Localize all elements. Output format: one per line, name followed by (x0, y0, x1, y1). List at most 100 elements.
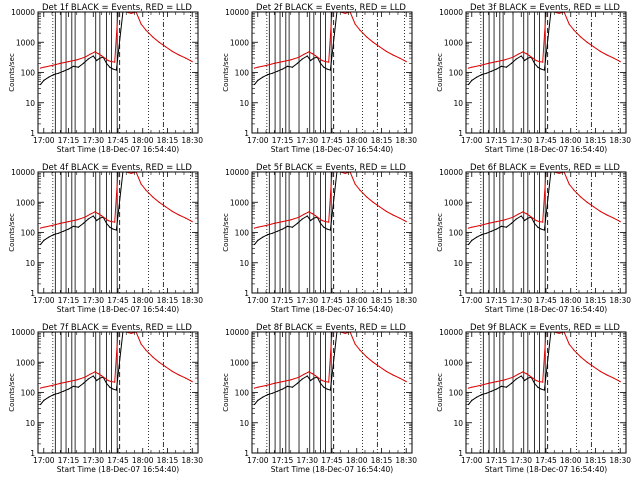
data-point-lld (471, 66, 473, 68)
data-point-lld (318, 377, 320, 379)
data-point-lld (298, 56, 300, 58)
plot-frame (465, 331, 627, 454)
data-point-events (323, 226, 325, 228)
data-point-events (510, 222, 512, 224)
data-point-lld (613, 217, 615, 219)
y-tick-label: 10 (239, 419, 249, 428)
data-point-lld (405, 61, 407, 63)
plot-area (39, 172, 193, 293)
data-point-lld (324, 61, 326, 63)
x-axis-label: Start Time (18-Dec-07 16:54:40) (485, 465, 607, 474)
x-tick-label: 18:00 (132, 456, 154, 465)
data-point-events (515, 218, 517, 220)
x-tick-label: 18:15 (371, 136, 393, 145)
y-axis-label: Counts/sec (222, 53, 230, 92)
series-line-events (40, 172, 189, 245)
data-point-lld (593, 46, 595, 48)
x-tick-label: 18:00 (346, 296, 368, 305)
y-tick-label: 1000 (16, 38, 35, 47)
x-axis-label: Start Time (18-Dec-07 16:54:40) (57, 305, 179, 314)
series-line-lld (468, 12, 621, 69)
data-point-lld (100, 375, 103, 377)
data-point-events (527, 377, 529, 379)
x-axis-label: Start Time (18-Dec-07 16:54:40) (57, 465, 179, 474)
data-point-lld (130, 12, 132, 14)
data-point-lld (471, 386, 473, 388)
y-tick-label: 100 (449, 389, 464, 398)
data-point-events (82, 222, 84, 224)
data-point-lld (165, 206, 167, 208)
x-tick-label: 17:15 (486, 296, 508, 305)
data-point-events (537, 386, 539, 388)
data-point-events (310, 59, 312, 62)
x-tick-label: 17:45 (321, 136, 343, 145)
data-point-lld (535, 59, 537, 62)
data-point-events (92, 55, 94, 57)
data-point-lld (613, 377, 615, 379)
data-point-lld (354, 23, 356, 25)
data-point-lld (467, 387, 470, 389)
data-point-lld (385, 370, 387, 372)
data-point-events (67, 228, 70, 230)
data-point-lld (366, 196, 368, 198)
data-point-lld (84, 216, 86, 218)
y-tick-label: 10000 (11, 8, 35, 17)
x-axis-label: Start Time (18-Dec-07 16:54:40) (485, 305, 607, 314)
data-point-lld (84, 56, 86, 58)
y-tick-label: 1000 (444, 358, 463, 367)
plot-area (39, 12, 193, 133)
y-axis-label: Counts/sec (436, 53, 444, 92)
data-point-lld (110, 61, 112, 63)
data-point-events (476, 396, 478, 398)
x-tick-label: 18:00 (346, 136, 368, 145)
data-point-events (43, 239, 45, 241)
x-tick-label: 17:30 (510, 456, 532, 465)
data-point-lld (372, 41, 374, 43)
data-point-events (500, 65, 503, 67)
data-point-events (296, 382, 298, 384)
y-tick-label: 1 (244, 129, 249, 138)
data-point-events (515, 378, 517, 380)
data-point-lld (359, 29, 361, 31)
y-tick-label: 1000 (444, 38, 463, 47)
y-tick-label: 10000 (11, 328, 35, 337)
data-point-events (326, 388, 328, 390)
data-point-events (481, 394, 483, 396)
data-point-lld (379, 206, 381, 208)
x-tick-label: 18:15 (157, 456, 179, 465)
data-point-events (291, 386, 293, 388)
data-point-lld (535, 219, 537, 222)
data-point-lld (532, 377, 534, 379)
data-point-events (486, 392, 488, 394)
data-point-lld (399, 57, 401, 59)
panel-title: Det 5f BLACK = Events, RED = LLD (256, 163, 406, 173)
data-point-events (82, 62, 84, 64)
data-point-lld (76, 59, 78, 61)
series-line-events (468, 172, 617, 245)
y-tick-label: 1000 (230, 38, 249, 47)
x-tick-label: 17:45 (107, 456, 129, 465)
data-point-events (301, 218, 303, 220)
data-point-lld (171, 50, 173, 53)
series-line-events (40, 332, 189, 405)
y-tick-label: 10 (453, 99, 463, 108)
panel-title: Det 7f BLACK = Events, RED = LLD (42, 323, 192, 333)
x-axis-label: Start Time (18-Dec-07 16:54:40) (271, 465, 393, 474)
plot-frame (465, 171, 627, 294)
data-point-events (301, 58, 303, 60)
y-tick-label: 100 (235, 69, 250, 78)
y-tick-label: 1000 (16, 358, 35, 367)
data-point-lld (586, 361, 588, 363)
chart-panel: Det 4f BLACK = Events, RED = LLD 1 10 100 10… (8, 163, 203, 314)
plot-frame (251, 171, 413, 294)
data-point-events (543, 229, 546, 231)
y-tick-label: 100 (235, 389, 250, 398)
series-line-lld (468, 332, 621, 389)
panel-title: Det 1f BLACK = Events, RED = LLD (42, 3, 192, 13)
y-tick-label: 100 (21, 389, 36, 398)
data-point-lld (568, 343, 570, 345)
data-point-lld (107, 219, 109, 222)
data-point-lld (354, 183, 356, 185)
data-point-lld (344, 12, 346, 14)
data-point-lld (59, 222, 61, 224)
